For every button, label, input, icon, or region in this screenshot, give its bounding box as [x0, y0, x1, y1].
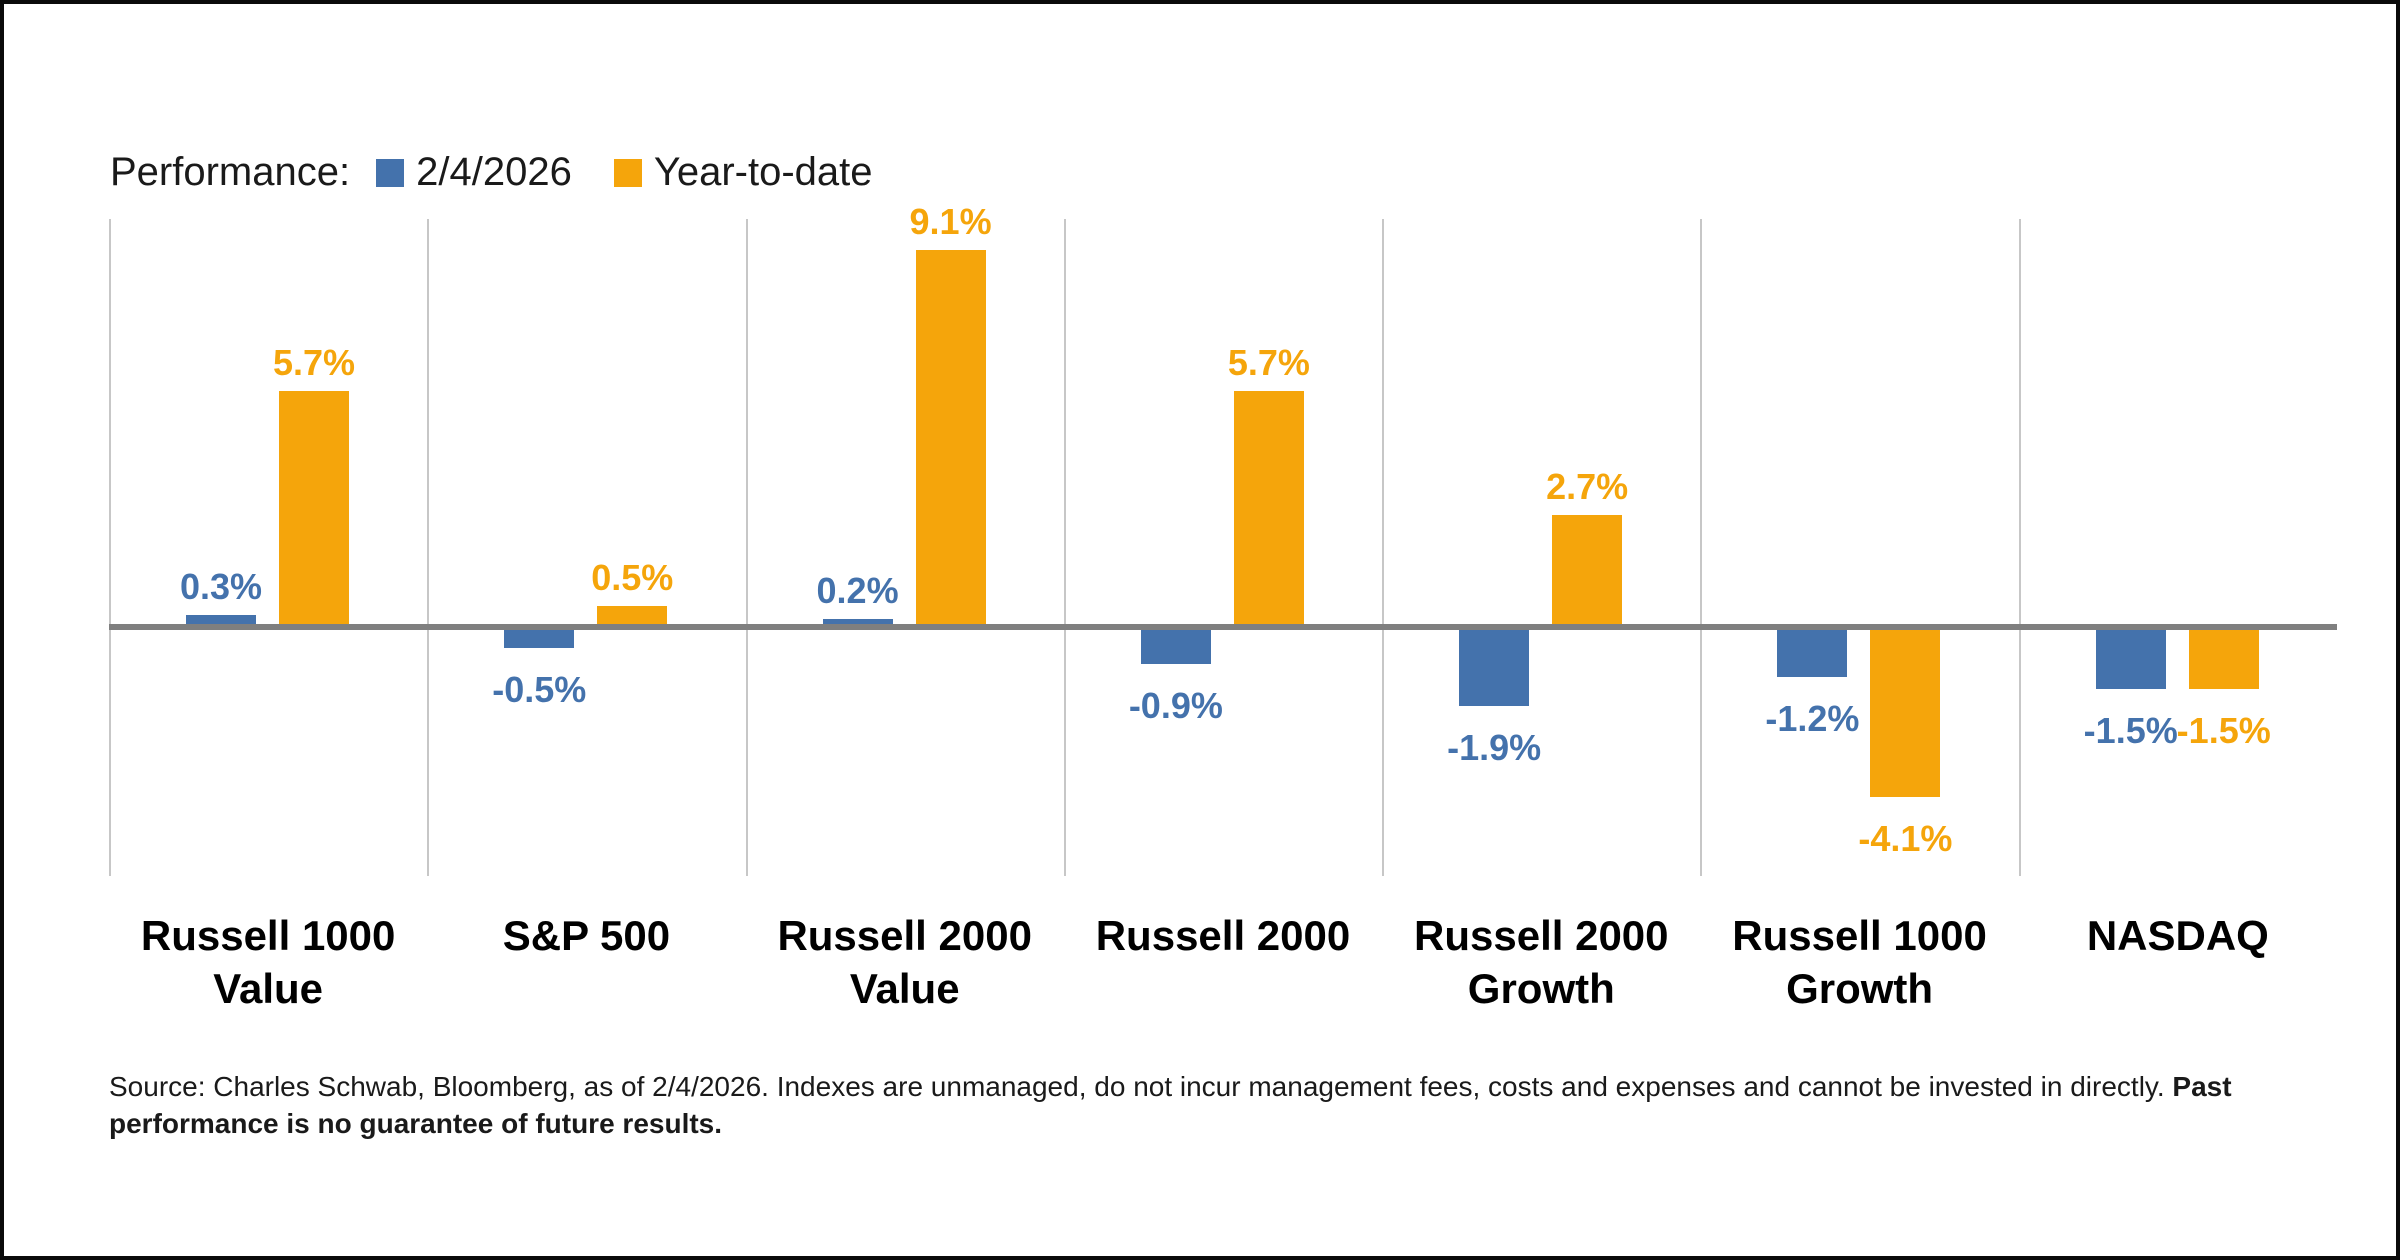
category-gridline — [109, 219, 111, 876]
bar-value-label: 2.7% — [1546, 466, 1629, 508]
chart-legend: Performance: 2/4/2026 Year-to-date — [110, 150, 914, 195]
bar-value-label: 0.2% — [816, 569, 899, 611]
bar-ytd — [1233, 391, 1304, 627]
bar-value-label: -1.9% — [1447, 726, 1542, 768]
legend-label-ytd: Year-to-date — [653, 150, 873, 194]
category-label: Russell 2000 Value — [777, 912, 1032, 1012]
bar-value-label: -0.5% — [492, 668, 587, 710]
legend-swatch-blue-icon — [376, 158, 405, 187]
bar-value-label: -1.5% — [2176, 710, 2271, 752]
category-label: Russell 1000 Value — [140, 912, 396, 1012]
category-label: Russell 1000 Growth — [1732, 912, 1987, 1012]
bar-ytd — [1870, 627, 1941, 797]
bar-value-label: 0.5% — [591, 557, 674, 599]
bar-ytd — [2188, 627, 2259, 690]
source-note: Source: Charles Schwab, Bloomberg, as of… — [109, 1068, 2339, 1142]
bar-value-label: 9.1% — [909, 201, 992, 243]
bar-daily — [822, 618, 893, 627]
category-label: S&P 500 — [502, 912, 671, 959]
category-gridline — [1063, 219, 1066, 876]
source-note-text: Source: Charles Schwab, Bloomberg, as of… — [109, 1071, 2173, 1102]
bar-ytd — [597, 606, 668, 627]
source-note-disclaimer: Past performance is no guarantee of futu… — [109, 1071, 2232, 1139]
legend-item-ytd: Year-to-date — [613, 150, 873, 195]
bar-daily — [1777, 627, 1848, 677]
legend-label-daily: 2/4/2026 — [416, 150, 572, 194]
bar-ytd — [915, 250, 986, 627]
bar-value-label: -4.1% — [1858, 817, 1953, 859]
category-gridline — [427, 219, 430, 876]
bar-ytd — [1552, 515, 1623, 627]
legend-swatch-orange-icon — [613, 158, 642, 187]
category-label: Russell 2000 Growth — [1414, 912, 1669, 1012]
bar-value-label: 5.7% — [1227, 342, 1310, 384]
bar-ytd — [279, 391, 349, 627]
legend-item-daily: 2/4/2026 — [376, 150, 572, 195]
bar-daily — [1459, 627, 1530, 706]
bar-daily — [2095, 627, 2166, 690]
bar-value-label: 0.3% — [179, 565, 263, 607]
bar-daily — [504, 627, 575, 648]
zero-axis-line — [109, 624, 2337, 630]
category-gridline — [1700, 219, 1703, 876]
category-gridline — [745, 219, 748, 876]
category-label: Russell 2000 — [1095, 912, 1351, 959]
bar-value-label: 5.7% — [272, 342, 356, 384]
bar-daily — [1140, 627, 1211, 665]
bar-value-label: -0.9% — [1128, 685, 1223, 727]
legend-title: Performance: — [110, 150, 351, 194]
category-label: NASDAQ — [2086, 912, 2269, 959]
category-gridline — [2018, 219, 2021, 876]
category-gridline — [1382, 219, 1385, 876]
bar-value-label: -1.5% — [2083, 710, 2178, 752]
bar-value-label: -1.2% — [1765, 697, 1860, 739]
bar-chart: 0.3% -0.5% 0.2% -0.9% -1.9% -1.2% -1.5% 5.7% 0.5… — [4, 4, 2396, 1256]
bar-daily — [186, 614, 256, 627]
